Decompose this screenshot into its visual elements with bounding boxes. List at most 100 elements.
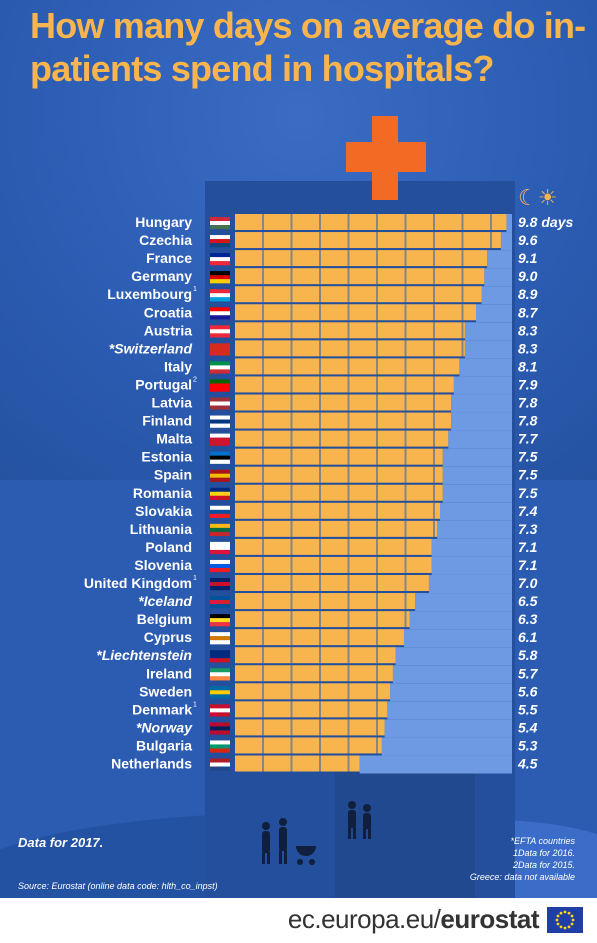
bar-remainder [390, 683, 512, 702]
flag-stripe [210, 279, 230, 284]
bar-divider [319, 340, 321, 357]
bar-divider [262, 575, 264, 591]
bar-divider [347, 412, 350, 429]
value-label: 9.8 days [518, 214, 573, 230]
bar [235, 520, 438, 537]
value-label: 8.3 [518, 340, 538, 356]
data-year-note: Data for 2017. [18, 835, 104, 850]
bar-divider [262, 394, 264, 411]
bar-divider [262, 647, 264, 664]
bar-divider [262, 412, 264, 429]
bar-divider [290, 755, 293, 772]
bar-divider [319, 394, 321, 411]
flag-stripe [210, 549, 230, 555]
hospital-cross-icon-bar [346, 142, 426, 172]
bar-divider [347, 466, 350, 483]
source-note: Source: Eurostat (online data code: hlth… [18, 881, 218, 891]
flag-stripe [210, 451, 230, 456]
flag-stripe [210, 433, 230, 438]
footnote-mark: 2 [193, 376, 197, 383]
bar-divider [404, 394, 407, 411]
value-label: 5.4 [518, 719, 538, 735]
bar-divider [404, 575, 407, 591]
flag-stripe [210, 762, 230, 767]
bar-divider [290, 448, 293, 465]
bar-divider [433, 412, 435, 429]
bar-divider [262, 358, 264, 375]
flag-stripe [210, 271, 230, 276]
bar-remainder [487, 250, 512, 269]
flag-stripe [210, 668, 230, 673]
bar-divider [376, 412, 378, 429]
bar-divider [433, 322, 435, 339]
flag-stripe [210, 559, 230, 565]
bar-divider [290, 719, 293, 736]
flag-stripe [210, 578, 230, 583]
value-label: 7.0 [518, 575, 538, 591]
bar-divider [290, 737, 293, 754]
flag-stripe [210, 311, 230, 316]
bar-divider [347, 232, 350, 249]
bar-divider [376, 466, 378, 483]
bar-divider [262, 214, 264, 230]
flag-stripe [210, 632, 230, 637]
bar-divider [290, 232, 293, 249]
bar-divider [376, 232, 378, 249]
bar-remainder [439, 502, 512, 521]
bar [235, 502, 440, 519]
bar-divider [290, 665, 293, 682]
bar-divider [290, 683, 293, 700]
flag-stripe [210, 658, 230, 663]
bar-label: Belgium [137, 611, 192, 627]
bar-remainder [384, 719, 512, 738]
eurostat-link[interactable]: ec.europa.eu/eurostat [288, 904, 540, 935]
bar-divider [376, 629, 378, 646]
value-label: 6.1 [518, 629, 538, 645]
bar [235, 412, 452, 429]
bar-remainder [464, 322, 512, 341]
flag-stripe [210, 640, 230, 645]
value-label: 7.5 [518, 449, 538, 465]
bar-divider [262, 538, 264, 555]
bar-divider [347, 737, 350, 754]
flag-stripe [210, 704, 230, 709]
value-label: 5.7 [518, 665, 539, 681]
bar-divider [376, 719, 378, 736]
bar-divider [262, 502, 264, 519]
bar-divider [262, 520, 264, 537]
flag-stripe [210, 491, 230, 496]
bar-divider [433, 466, 435, 483]
bar-divider [433, 376, 435, 393]
bar-divider [319, 412, 321, 429]
flag-stripe [210, 235, 230, 240]
bar-divider [461, 304, 464, 321]
bar-divider [319, 232, 321, 249]
bar [235, 394, 452, 411]
bar-divider [433, 232, 435, 249]
flag-stripe [210, 473, 230, 478]
bar-divider [262, 665, 264, 682]
flag-stripe [210, 343, 230, 348]
bar-divider [404, 376, 407, 393]
bar-remainder [431, 538, 512, 557]
bar-divider [319, 250, 321, 267]
flag-stripe [210, 582, 230, 587]
bar-divider [433, 250, 435, 267]
bar-label: Croatia [144, 304, 192, 320]
bar-remainder [381, 737, 512, 756]
bar-divider [376, 575, 378, 591]
value-label: 8.9 [518, 286, 538, 302]
bar-divider [290, 268, 293, 285]
bar-chart: Hungary 9.8 days Czechia 9.6 France 9.1 German… [84, 185, 573, 865]
bar-divider [376, 394, 378, 411]
bar-label: Finland [142, 413, 192, 429]
bar-label: Cyprus [144, 629, 192, 645]
flag-stripe [210, 726, 230, 731]
value-label: 5.8 [518, 647, 538, 663]
value-label: 7.4 [518, 503, 538, 519]
bar-divider [262, 556, 264, 573]
value-label: 5.5 [518, 701, 538, 717]
bar-divider [290, 556, 293, 573]
bar-divider [376, 376, 378, 393]
